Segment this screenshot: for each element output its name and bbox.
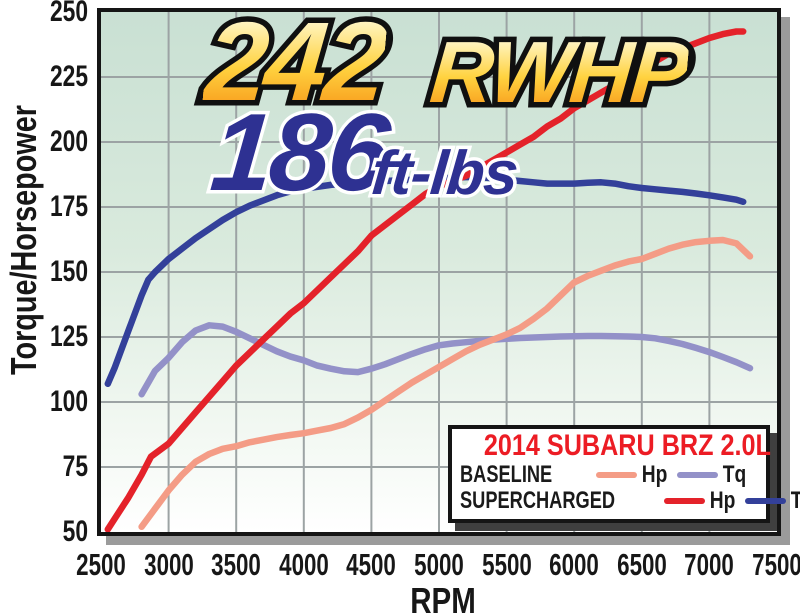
curve-baseline-hp [138,236,754,531]
x-tick-label-7500: 7500 [752,547,800,582]
peak-tq-unit: ft-lbs ft-lbs [365,136,524,212]
baseline-tq-label: Tq [722,461,747,488]
legend-label-supercharged: SUPERCHARGED [460,487,616,514]
y-tick-label-175: 175 [49,190,88,223]
supercharged-hp-swatch [664,498,706,504]
y-tick-label-50: 50 [62,515,88,548]
plot-area: 242 242 RWHP RWHP 186 186 ft-lbs ft-lbs [97,0,781,536]
legend: 2014 SUBARU BRZ 2.0L BASELINE Hp Tq SUPE… [448,425,800,523]
y-tick-label-225: 225 [49,60,88,93]
y-tick-label-75: 75 [62,450,88,483]
x-tick-label-3000: 3000 [143,547,194,582]
x-tick-label-2500: 2500 [76,547,126,582]
supercharged-hp-label: Hp [709,487,736,514]
x-tick-label-5500: 5500 [481,547,532,582]
peak-tq-value: 186 186 [203,88,395,218]
y-axis-title: Torque/Horsepower [3,105,44,375]
x-tick-label-6500: 6500 [616,547,667,582]
x-tick-label-7000: 7000 [684,547,735,582]
x-tick-label-4500: 4500 [346,547,397,582]
baseline-tq-swatch [677,472,718,478]
x-axis-title: RPM [410,580,476,616]
y-tick-label-150: 150 [49,255,88,288]
y-tick-label-125: 125 [49,320,88,353]
legend-row-baseline: BASELINE Hp Tq [460,462,758,488]
x-tick-label-3500: 3500 [211,547,262,582]
x-tick-label-4000: 4000 [278,547,329,582]
y-tick-label-100: 100 [49,385,88,418]
x-tick-label-6000: 6000 [549,547,600,582]
baseline-hp-swatch [596,472,637,478]
curve-baseline-tq [138,322,754,398]
peak-tq-value-text: 186 [206,91,392,214]
peak-tq-unit-text: ft-lbs [368,139,521,208]
y-tick-label-250: 250 [49,0,88,28]
baseline-hp-label: Hp [641,461,668,488]
curve-supercharged-tq [104,173,747,388]
supercharged-tq-label: Tq [786,489,800,513]
y-tick-label-200: 200 [49,125,88,158]
peak-hp-unit: RWHP RWHP [421,19,697,127]
legend-label-baseline: BASELINE [460,461,553,488]
peak-hp-unit-text: RWHP [426,24,692,121]
legend-row-supercharged: SUPERCHARGED Hp Tq [460,487,800,514]
x-tick-label-5000: 5000 [414,547,464,582]
supercharged-tq-swatch [745,498,787,504]
legend-title: 2014 SUBARU BRZ 2.0L [483,429,771,462]
curve-supercharged-hp [104,28,747,532]
